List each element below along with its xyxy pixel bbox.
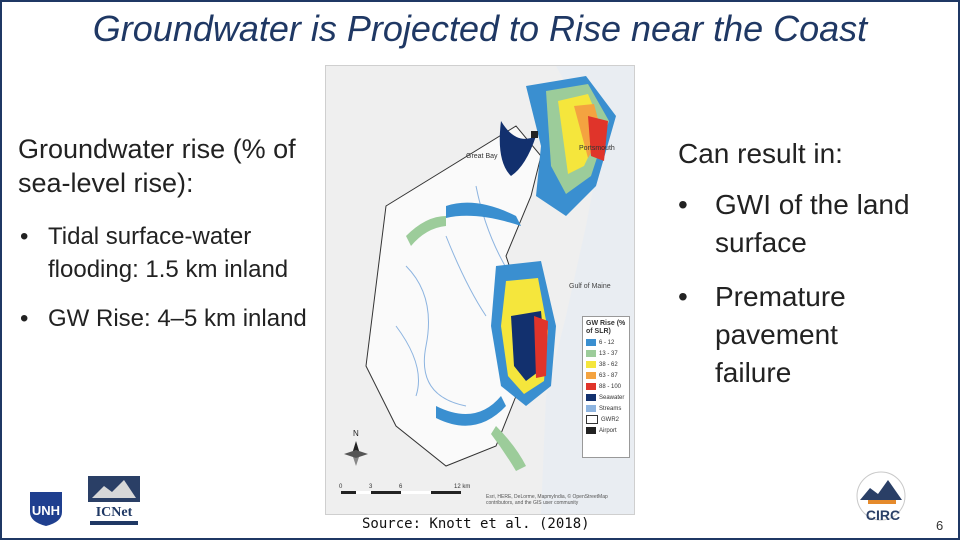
left-bullet-list: • Tidal surface-water flooding: 1.5 km i… bbox=[20, 220, 320, 351]
legend-swatch bbox=[586, 427, 596, 434]
legend-label: Airport bbox=[599, 427, 617, 434]
bullet-text: GWI of the land surface bbox=[715, 189, 910, 258]
icnet-logo-icon: ICNet bbox=[88, 476, 140, 525]
circ-logo-icon: CIRC bbox=[856, 471, 906, 523]
legend-item: 88 - 100 bbox=[586, 382, 626, 391]
bullet-icon: • bbox=[678, 281, 688, 312]
legend-swatch bbox=[586, 405, 596, 412]
map-label-gulf-of-maine: Gulf of Maine bbox=[569, 283, 611, 290]
legend-label: 13 - 37 bbox=[599, 350, 618, 357]
legend-item: 38 - 62 bbox=[586, 360, 626, 369]
source-citation: Source: Knott et al. (2018) bbox=[362, 516, 590, 532]
page-number: 6 bbox=[936, 518, 944, 533]
scale-tick: 0 bbox=[339, 484, 343, 490]
legend-item: 63 - 87 bbox=[586, 371, 626, 380]
map-label-portsmouth: Portsmouth bbox=[579, 145, 615, 152]
legend-swatch bbox=[586, 372, 596, 379]
scale-tick: 6 bbox=[399, 484, 403, 490]
circ-logo-text: CIRC bbox=[866, 507, 900, 523]
legend-label: 88 - 100 bbox=[599, 383, 622, 390]
unh-logo-icon: UNH bbox=[30, 492, 62, 526]
groundwater-map: Great Bay Portsmouth Gulf of Maine N 0 3… bbox=[325, 65, 635, 515]
right-heading: Can result in: bbox=[678, 138, 843, 169]
legend-item: Seawater bbox=[586, 393, 626, 402]
scale-tick: 12 km bbox=[454, 484, 470, 490]
bullet-icon: • bbox=[678, 189, 688, 220]
legend-label: 38 - 62 bbox=[599, 361, 618, 368]
legend-swatch bbox=[586, 394, 596, 401]
legend-item: Streams bbox=[586, 404, 626, 413]
left-heading: Groundwater rise (% of sea-level rise): bbox=[18, 134, 296, 198]
bullet-text: Tidal surface-water flooding: 1.5 km inl… bbox=[48, 223, 289, 283]
legend-swatch bbox=[586, 350, 596, 357]
list-item: • GW Rise: 4–5 km inland bbox=[20, 302, 320, 335]
bullet-text: Premature pavement failure bbox=[715, 281, 846, 388]
legend-label: Streams bbox=[599, 405, 622, 412]
legend-item: 6 - 12 bbox=[586, 338, 626, 347]
bullet-icon: • bbox=[20, 223, 29, 250]
slide-title: Groundwater is Projected to Rise near th… bbox=[92, 8, 868, 49]
list-item: • GWI of the land surface bbox=[678, 186, 918, 262]
bullet-text: GW Rise: 4–5 km inland bbox=[48, 305, 307, 332]
map-credit: Esri, HERE, DeLorme, MapmyIndia, © OpenS… bbox=[486, 494, 608, 506]
icnet-logo-text: ICNet bbox=[96, 505, 133, 520]
right-bullet-list: • GWI of the land surface • Premature pa… bbox=[678, 186, 918, 408]
legend-swatch bbox=[586, 415, 598, 424]
legend-item: Airport bbox=[586, 426, 626, 435]
map-legend: GW Rise (% of SLR) 6 - 12 13 - 37 38 - 6… bbox=[582, 316, 630, 458]
scale-bar: 0 3 6 12 km bbox=[339, 484, 470, 494]
legend-label: 6 - 12 bbox=[599, 339, 615, 346]
legend-swatch bbox=[586, 361, 596, 368]
legend-label: GWR2 bbox=[601, 416, 619, 423]
legend-item: GWR2 bbox=[586, 415, 626, 424]
scale-tick: 3 bbox=[369, 484, 373, 490]
legend-title: GW Rise (% of SLR) bbox=[586, 320, 626, 335]
bullet-icon: • bbox=[20, 305, 29, 332]
north-label: N bbox=[353, 429, 359, 438]
list-item: • Premature pavement failure bbox=[678, 278, 918, 392]
list-item: • Tidal surface-water flooding: 1.5 km i… bbox=[20, 220, 320, 286]
legend-item: 13 - 37 bbox=[586, 349, 626, 358]
legend-swatch bbox=[586, 383, 596, 390]
unh-logo-text: UNH bbox=[32, 503, 60, 518]
legend-label: Seawater bbox=[599, 394, 625, 401]
north-arrow-icon: N bbox=[344, 429, 368, 466]
legend-swatch bbox=[586, 339, 596, 346]
map-label-great-bay: Great Bay bbox=[466, 153, 498, 160]
legend-label: 63 - 87 bbox=[599, 372, 618, 379]
